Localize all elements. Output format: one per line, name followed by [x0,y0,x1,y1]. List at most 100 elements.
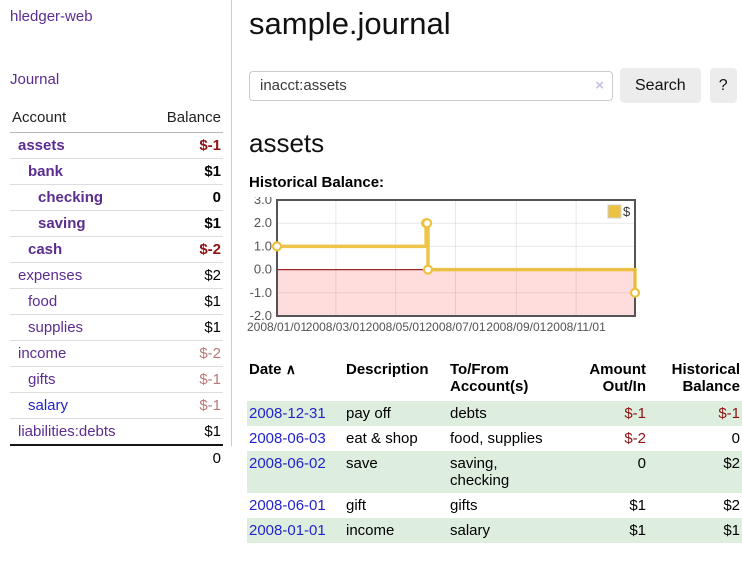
account-balance: $-1 [147,366,223,393]
account-row: liabilities:debts $1 [10,418,223,446]
y-axis-tick: 2.0 [254,215,272,230]
transaction-balance: $2 [723,455,740,472]
transaction-row: 2008-06-02 save saving, checking 0 $2 [247,451,742,493]
accounts-col-account: Account [10,106,148,133]
register-table: Date ∧ Description To/From Account(s) Am… [247,357,742,543]
account-row: assets $-1 [10,132,223,159]
transaction-accounts: gifts [450,497,478,514]
account-balance: $1 [147,158,223,185]
main-content: sample.journal × Search ? assets Histori… [247,0,742,543]
register-table-body: 2008-12-31 pay off debts $-1 $-1 2008-06-03 ea… [247,401,742,543]
register-col-date[interactable]: Date ∧ [249,361,296,378]
clear-search-icon[interactable]: × [595,76,604,94]
transaction-balance: $1 [723,522,740,539]
account-link[interactable]: cash [28,241,63,258]
data-point-marker [271,241,283,252]
account-row: bank $1 [10,158,223,185]
account-link[interactable]: bank [28,163,64,180]
transaction-row: 2008-12-31 pay off debts $-1 $-1 [247,401,742,426]
search-bar: × Search ? [249,68,742,103]
transaction-amount: 0 [637,455,646,472]
register-col-amount: Amount Out/In [589,361,646,395]
search-button[interactable]: Search [620,68,701,103]
page-title: sample.journal [249,6,451,41]
transaction-accounts: salary [450,522,491,539]
negative-region [277,269,635,316]
transaction-date-link[interactable]: 2008-12-31 [249,405,326,422]
account-link[interactable]: checking [38,189,104,206]
transaction-amount: $-1 [624,405,646,422]
account-row: checking 0 [10,184,223,211]
account-link[interactable]: liabilities:debts [18,423,116,440]
register-col-description: Description [346,361,429,378]
app-title-link[interactable]: hledger-web [10,8,93,25]
y-axis-tick: -2.0 [250,308,272,323]
account-row: expenses $2 [10,262,223,289]
transaction-accounts: saving, checking [450,455,510,489]
x-axis-tick: 2008/07/01 [425,320,485,334]
account-balance: $1 [147,210,223,237]
transaction-accounts: food, supplies [450,430,543,447]
transaction-row: 2008-06-03 eat & shop food, supplies $-2 0 [247,426,742,451]
account-row: gifts $-1 [10,366,223,393]
account-row: cash $-2 [10,236,223,263]
y-axis-tick: 0.0 [254,262,272,277]
transaction-date-link[interactable]: 2008-06-01 [249,497,326,514]
transaction-description: income [346,522,395,539]
transaction-description: gift [346,497,367,514]
data-point-marker [629,287,641,298]
account-link[interactable]: expenses [18,267,83,284]
x-axis-tick: 2008/01/01 [247,320,307,334]
chart-border [276,199,636,317]
account-link[interactable]: assets [18,137,65,154]
transaction-accounts: debts [450,405,487,422]
help-button[interactable]: ? [709,68,737,103]
x-axis-tick: 2008/03/01 [306,320,366,334]
account-link[interactable]: saving [38,215,86,232]
transaction-date-link[interactable]: 2008-06-02 [249,455,326,472]
account-balance: $-1 [147,132,223,159]
balance-chart: $3.0 2.0 1.0 0.0 -1.0 -2.02008/01/012008/03/0… [247,197,641,334]
transaction-amount: $-2 [624,430,646,447]
account-link[interactable]: income [18,345,67,362]
search-input[interactable] [249,70,613,101]
x-axis-tick: 2008/05/01 [366,320,426,334]
transaction-description: save [346,455,378,472]
register-col-account: To/From Account(s) [450,361,529,395]
account-link[interactable]: gifts [28,371,56,388]
account-row: food $1 [10,288,223,315]
y-axis-tick: 3.0 [254,197,272,207]
chart-label: Historical Balance: [249,174,385,191]
accounts-table: Account Balance assets $-1 bank $1 checking 0… [10,106,223,471]
data-point-marker [422,218,433,229]
sidebar: hledger-web Journal Account Balance asse… [0,0,232,471]
x-axis-tick: 2008/09/01 [486,320,546,334]
legend-swatch [607,204,622,219]
account-balance: $1 [147,288,223,315]
accounts-table-body: assets $-1 bank $1 checking 0 saving $1 cash $-2 e… [10,132,223,446]
account-balance: 0 [147,184,223,211]
transaction-date-link[interactable]: 2008-01-01 [249,522,326,539]
transaction-balance: $2 [723,497,740,514]
transaction-description: pay off [346,405,391,422]
account-balance: $2 [147,262,223,289]
account-link[interactable]: supplies [28,319,84,336]
sidebar-item-journal[interactable]: Journal [10,71,60,88]
account-link[interactable]: food [28,293,58,310]
transaction-description: eat & shop [346,430,418,447]
transaction-date-link[interactable]: 2008-06-03 [249,430,326,447]
transaction-amount: $1 [629,522,646,539]
accounts-total-value: 0 [147,444,223,471]
account-link[interactable]: salary [28,397,69,414]
accounts-col-balance: Balance [147,106,223,133]
register-col-balance: Historical Balance [671,361,740,395]
account-balance: $1 [147,314,223,341]
transaction-balance: 0 [731,430,740,447]
y-axis-tick: 1.0 [254,238,272,253]
legend-label: $ [623,204,631,219]
sort-ascending-icon: ∧ [285,361,296,377]
data-point-marker [422,264,434,275]
transaction-amount: $1 [629,497,646,514]
transaction-row: 2008-01-01 income salary $1 $1 [247,518,742,543]
y-axis-tick: -1.0 [250,285,272,300]
